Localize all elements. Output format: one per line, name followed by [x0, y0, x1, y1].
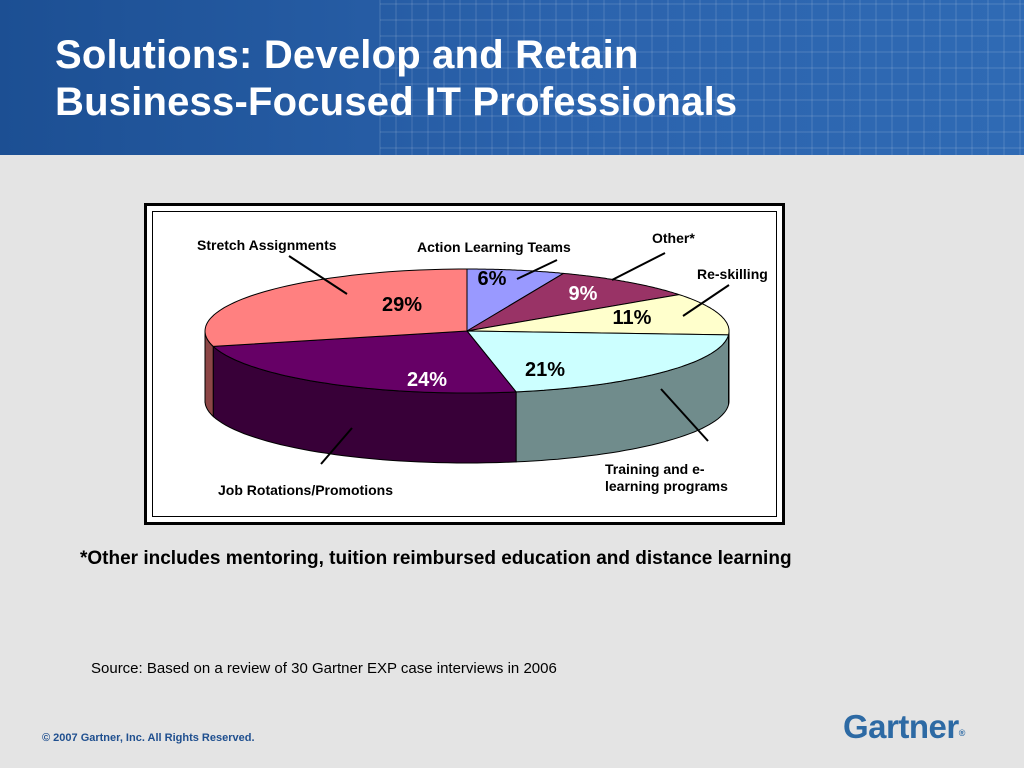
- pie-slice-training-and-e-learning-programs: [465, 330, 730, 393]
- category-label-job-rotations-promotions: Job Rotations/Promotions: [218, 482, 393, 498]
- pie-slice-job-rotations-promotions: [211, 330, 518, 394]
- category-label-training-and-e-learning-programs: Training and e-learning programs: [605, 461, 728, 494]
- data-label: 9%: [569, 283, 598, 305]
- leader-line-other: [611, 252, 666, 281]
- category-label-stretch-assignments: Stretch Assignments: [197, 237, 337, 253]
- category-label-action-learning-teams: Action Learning Teams: [417, 239, 571, 255]
- title-line-2: Business-Focused IT Professionals: [55, 80, 738, 124]
- category-label-other: Other*: [652, 230, 695, 246]
- title-line-1: Solutions: Develop and Retain: [55, 33, 639, 77]
- chart-frame: 6% 9% 11% 21% 24% 29% Action Learning Teams Oth…: [144, 203, 785, 525]
- pie-chart: 6% 9% 11% 21% 24% 29% Action Learning Teams Oth…: [197, 230, 768, 498]
- data-label: 24%: [407, 369, 447, 391]
- gartner-logo: Gartner®: [843, 708, 965, 746]
- data-label: 21%: [525, 359, 565, 381]
- leader-line-re-skilling: [682, 284, 730, 317]
- data-label: 6%: [478, 268, 507, 290]
- pie-top: [204, 268, 730, 394]
- category-label-re-skilling: Re-skilling: [697, 266, 768, 282]
- data-label: 29%: [382, 294, 422, 316]
- source-note: Source: Based on a review of 30 Gartner …: [91, 660, 557, 677]
- pie-slice-action-learning-teams: [466, 268, 565, 332]
- title-banner: Solutions: Develop and Retain Business-F…: [0, 0, 1024, 155]
- registered-mark: ®: [958, 728, 966, 738]
- leader-line-stretch-assignments: [288, 255, 348, 295]
- pie-slice-stretch-assignments: [204, 268, 468, 347]
- leader-line-job-rotations-promotions: [320, 427, 353, 465]
- page-title: Solutions: Develop and Retain Business-F…: [55, 32, 737, 126]
- leader-line-action-learning-teams: [516, 259, 558, 280]
- copyright-notice: © 2007 Gartner, Inc. All Rights Reserved…: [42, 732, 255, 744]
- data-label: 11%: [613, 307, 652, 329]
- pie-slice-re-skilling: [466, 294, 730, 336]
- chart-inner-frame: [152, 211, 777, 517]
- grid-texture: [379, 0, 1024, 155]
- leader-line-training-and-e-learning-programs: [660, 388, 709, 442]
- logo-text: Gartner: [843, 708, 959, 745]
- pie-slice-other: [466, 272, 680, 332]
- footnote: *Other includes mentoring, tuition reimb…: [80, 548, 792, 569]
